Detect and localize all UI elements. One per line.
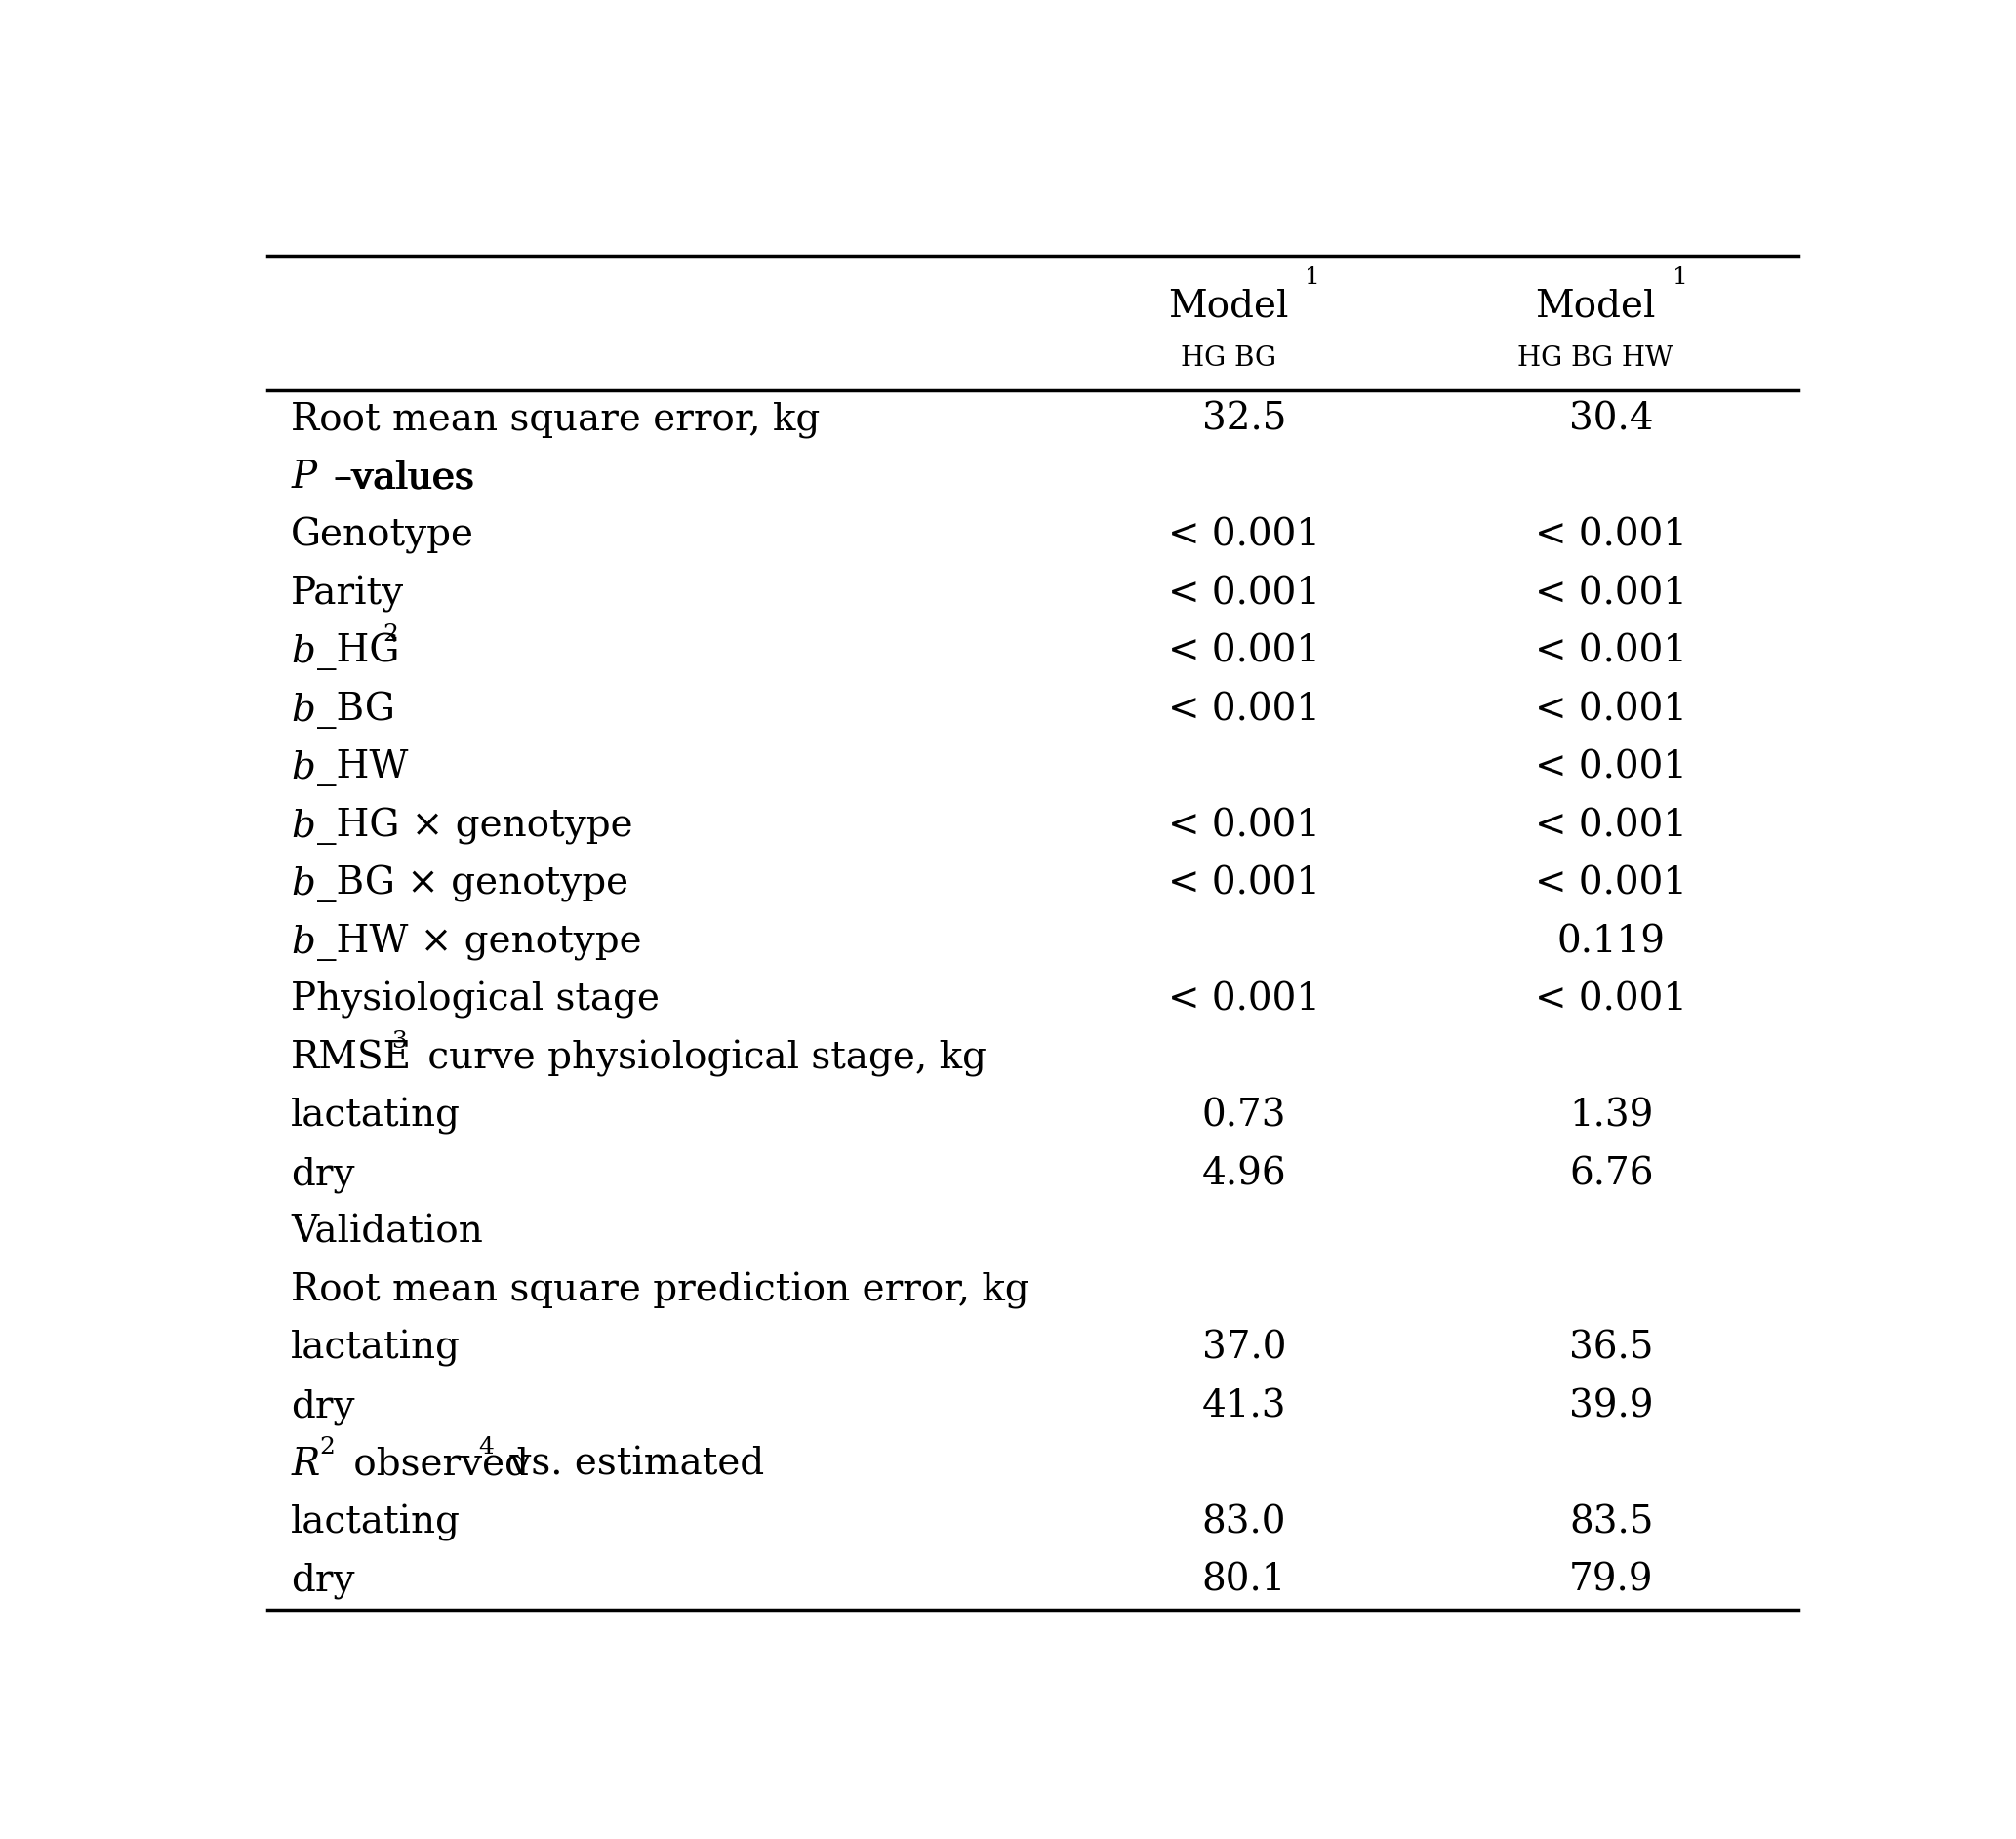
Text: Model: Model bbox=[1536, 289, 1655, 324]
Text: P: P bbox=[290, 460, 317, 497]
Text: Physiological stage: Physiological stage bbox=[290, 982, 659, 1019]
Text: b: b bbox=[290, 866, 314, 903]
Text: 37.0: 37.0 bbox=[1202, 1330, 1286, 1366]
Text: 36.5: 36.5 bbox=[1568, 1330, 1653, 1366]
Text: Root mean square prediction error, kg: Root mean square prediction error, kg bbox=[290, 1273, 1030, 1309]
Text: 83.5: 83.5 bbox=[1568, 1504, 1653, 1541]
Text: b: b bbox=[290, 925, 314, 960]
Text: dry: dry bbox=[290, 1388, 355, 1425]
Text: 32.5: 32.5 bbox=[1202, 401, 1286, 438]
Text: -values: -values bbox=[325, 460, 474, 497]
Text: 1: 1 bbox=[1304, 267, 1320, 289]
Text: < 0.001: < 0.001 bbox=[1167, 634, 1320, 669]
Text: < 0.001: < 0.001 bbox=[1534, 750, 1687, 785]
Text: _BG: _BG bbox=[319, 691, 395, 728]
Text: 41.3: 41.3 bbox=[1202, 1388, 1286, 1425]
Text: lactating: lactating bbox=[290, 1330, 462, 1366]
Text: 83.0: 83.0 bbox=[1202, 1504, 1286, 1541]
Text: –values: –values bbox=[325, 460, 474, 497]
Text: 3: 3 bbox=[391, 1030, 407, 1052]
Text: _BG × genotype: _BG × genotype bbox=[319, 866, 629, 903]
Text: < 0.001: < 0.001 bbox=[1167, 807, 1320, 844]
Text: < 0.001: < 0.001 bbox=[1534, 866, 1687, 903]
Text: < 0.001: < 0.001 bbox=[1167, 982, 1320, 1019]
Text: RMSE: RMSE bbox=[290, 1041, 411, 1076]
Text: 1.39: 1.39 bbox=[1568, 1098, 1653, 1135]
Text: 0.73: 0.73 bbox=[1202, 1098, 1286, 1135]
Text: _HW: _HW bbox=[319, 750, 409, 787]
Text: < 0.001: < 0.001 bbox=[1534, 519, 1687, 554]
Text: HG BG: HG BG bbox=[1181, 346, 1276, 371]
Text: curve physiological stage, kg: curve physiological stage, kg bbox=[415, 1039, 988, 1078]
Text: 6.76: 6.76 bbox=[1568, 1157, 1653, 1192]
Text: b: b bbox=[290, 691, 314, 728]
Text: 0.119: 0.119 bbox=[1556, 925, 1665, 960]
Text: 79.9: 79.9 bbox=[1568, 1563, 1653, 1598]
Text: _HW × genotype: _HW × genotype bbox=[319, 923, 643, 960]
Text: < 0.001: < 0.001 bbox=[1534, 982, 1687, 1019]
Text: b: b bbox=[290, 634, 314, 669]
Text: _HG: _HG bbox=[319, 633, 399, 671]
Text: 80.1: 80.1 bbox=[1202, 1563, 1286, 1598]
Text: 4: 4 bbox=[478, 1436, 494, 1458]
Text: Validation: Validation bbox=[290, 1214, 484, 1251]
Text: _HG × genotype: _HG × genotype bbox=[319, 807, 633, 844]
Text: 1: 1 bbox=[1671, 267, 1687, 289]
Text: 2: 2 bbox=[383, 623, 399, 645]
Text: b: b bbox=[290, 807, 314, 844]
Text: 39.9: 39.9 bbox=[1568, 1388, 1653, 1425]
Text: Genotype: Genotype bbox=[290, 517, 474, 554]
Text: < 0.001: < 0.001 bbox=[1534, 807, 1687, 844]
Text: vs. estimated: vs. estimated bbox=[498, 1447, 764, 1482]
Text: lactating: lactating bbox=[290, 1504, 462, 1541]
Text: < 0.001: < 0.001 bbox=[1167, 866, 1320, 903]
Text: < 0.001: < 0.001 bbox=[1534, 576, 1687, 612]
Text: observed: observed bbox=[341, 1447, 528, 1482]
Text: < 0.001: < 0.001 bbox=[1167, 691, 1320, 728]
Text: b: b bbox=[290, 750, 314, 785]
Text: Parity: Parity bbox=[290, 576, 405, 612]
Text: dry: dry bbox=[290, 1563, 355, 1600]
Text: R: R bbox=[290, 1447, 321, 1482]
Text: Model: Model bbox=[1169, 289, 1288, 324]
Text: Root mean square error, kg: Root mean square error, kg bbox=[290, 401, 821, 438]
Text: < 0.001: < 0.001 bbox=[1167, 519, 1320, 554]
Text: 4.96: 4.96 bbox=[1202, 1157, 1286, 1192]
Text: < 0.001: < 0.001 bbox=[1534, 691, 1687, 728]
Text: 30.4: 30.4 bbox=[1568, 401, 1653, 438]
Text: dry: dry bbox=[290, 1157, 355, 1194]
Text: HG BG HW: HG BG HW bbox=[1518, 346, 1673, 371]
Text: < 0.001: < 0.001 bbox=[1534, 634, 1687, 669]
Text: < 0.001: < 0.001 bbox=[1167, 576, 1320, 612]
Text: lactating: lactating bbox=[290, 1098, 462, 1135]
Text: 2: 2 bbox=[319, 1436, 335, 1458]
